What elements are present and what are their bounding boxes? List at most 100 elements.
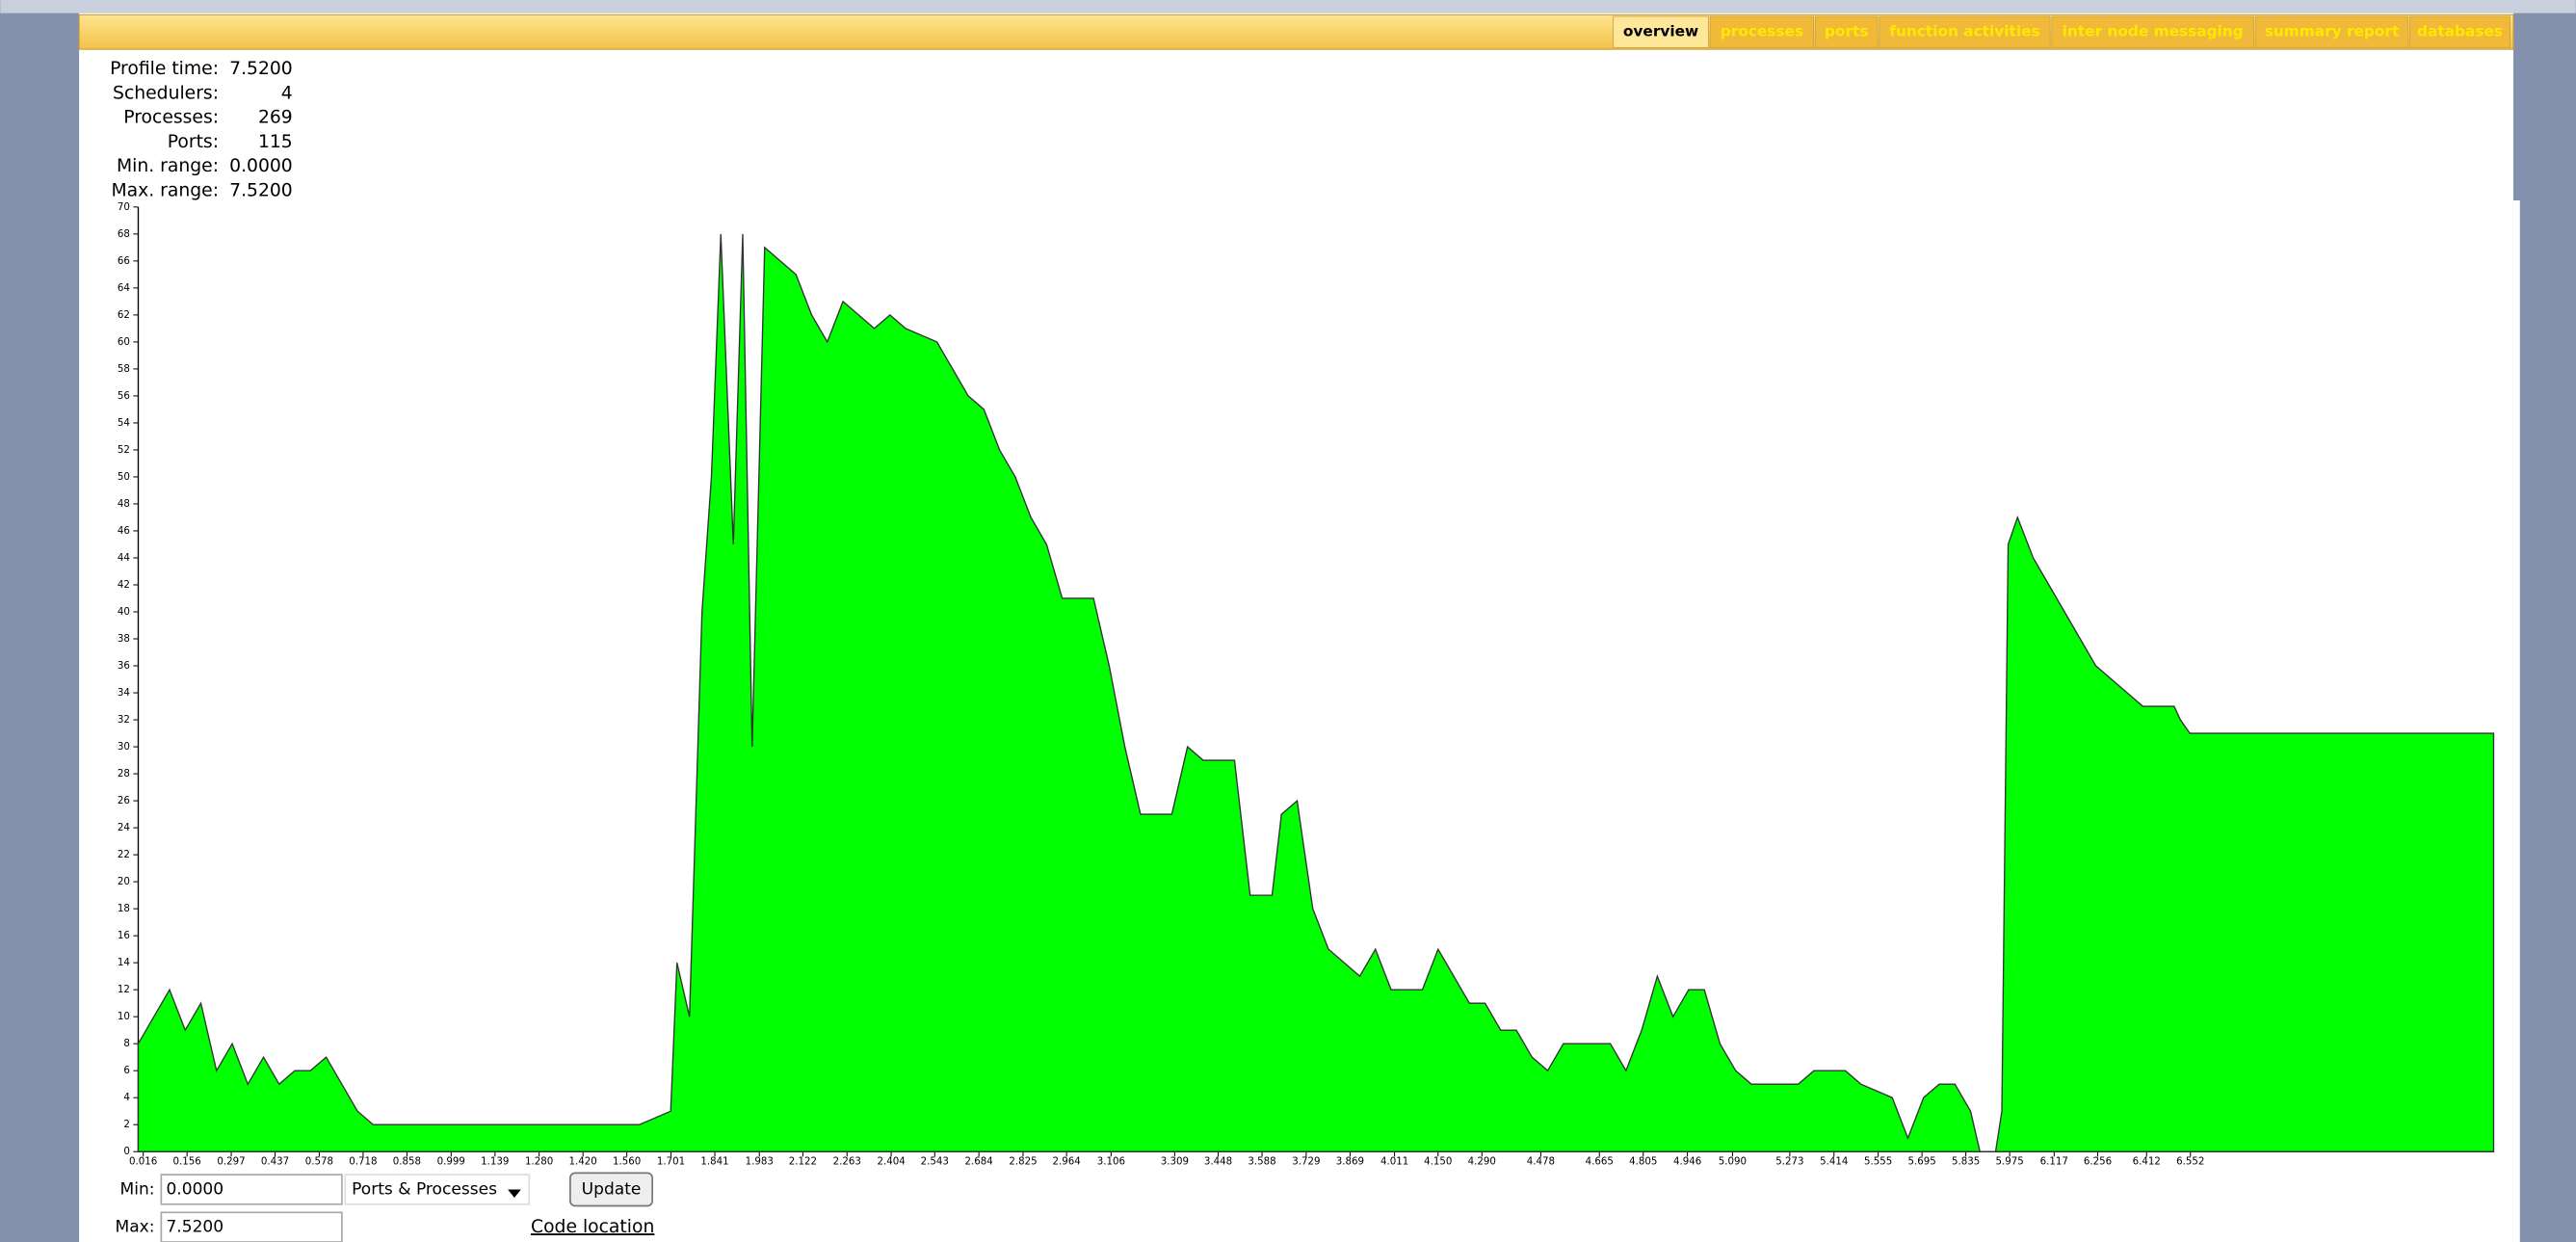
y-tick-label: 28 bbox=[118, 769, 130, 780]
y-tick-label: 62 bbox=[118, 310, 130, 321]
x-tick-label: 4.805 bbox=[1629, 1156, 1657, 1167]
stat-value: 269 bbox=[258, 108, 293, 128]
tab-background[interactable] bbox=[1709, 15, 1815, 48]
x-tick-label: 0.578 bbox=[305, 1156, 333, 1167]
select-box[interactable] bbox=[344, 1174, 531, 1205]
x-tick-label: 4.946 bbox=[1673, 1156, 1701, 1167]
x-tick-label: 6.412 bbox=[2133, 1156, 2161, 1167]
y-tick-label: 36 bbox=[118, 661, 130, 672]
y-tick-label: 0 bbox=[123, 1147, 130, 1157]
x-tick-label: 6.552 bbox=[2176, 1156, 2204, 1167]
code-location-link[interactable]: Code location bbox=[531, 1217, 654, 1237]
x-tick-label: 5.414 bbox=[1820, 1156, 1848, 1167]
y-tick-label: 22 bbox=[118, 850, 130, 860]
x-tick-label: 3.588 bbox=[1248, 1156, 1275, 1167]
x-tick-label: 2.263 bbox=[833, 1156, 861, 1167]
update-button[interactable] bbox=[569, 1172, 654, 1207]
tab[interactable]: ports bbox=[1825, 23, 1869, 40]
x-tick-label: 5.695 bbox=[1907, 1156, 1935, 1167]
y-tick-label: 56 bbox=[118, 391, 130, 402]
y-tick-label: 18 bbox=[118, 904, 130, 914]
max-label: Max: bbox=[116, 1218, 155, 1237]
tab-background[interactable] bbox=[2254, 15, 2409, 48]
stat-value: 115 bbox=[258, 132, 293, 152]
select-arrow[interactable] bbox=[508, 1189, 521, 1198]
x-tick-label: 5.835 bbox=[1952, 1156, 1980, 1167]
y-tick-label: 6 bbox=[123, 1066, 130, 1076]
x-tick-label: 2.825 bbox=[1009, 1156, 1037, 1167]
stat-label: Processes: bbox=[123, 108, 219, 128]
x-tick-label: 6.117 bbox=[2040, 1156, 2068, 1167]
x-tick-label: 2.404 bbox=[877, 1156, 905, 1167]
y-tick-label: 40 bbox=[118, 607, 130, 618]
y-tick-label: 50 bbox=[118, 472, 130, 483]
tab-background[interactable] bbox=[1613, 15, 1709, 48]
stat-label: Schedulers: bbox=[113, 83, 219, 103]
x-tick-label: 0.016 bbox=[129, 1156, 157, 1167]
x-tick-label: 1.841 bbox=[700, 1156, 728, 1167]
x-tick-label: 1.560 bbox=[613, 1156, 641, 1167]
min-input[interactable] bbox=[160, 1174, 343, 1205]
tab[interactable]: processes bbox=[1721, 23, 1803, 40]
max-value[interactable]: 7.5200 bbox=[166, 1218, 223, 1237]
update-button-label[interactable]: Update bbox=[582, 1179, 642, 1199]
stat-value: 4 bbox=[281, 83, 293, 103]
y-tick-label: 68 bbox=[118, 229, 130, 240]
y-tick-label: 20 bbox=[118, 877, 130, 887]
stat-label: Max. range: bbox=[111, 180, 219, 200]
x-tick-label: 3.869 bbox=[1336, 1156, 1364, 1167]
tab-background[interactable] bbox=[1814, 15, 1879, 48]
x-tick-label: 0.999 bbox=[437, 1156, 465, 1167]
y-tick-label: 30 bbox=[118, 742, 130, 753]
x-tick-label: 1.420 bbox=[569, 1156, 597, 1167]
x-tick-label: 1.701 bbox=[657, 1156, 685, 1167]
y-tick-label: 52 bbox=[118, 445, 130, 456]
stat-value: 7.5200 bbox=[229, 59, 293, 79]
x-tick-label: 2.543 bbox=[921, 1156, 949, 1167]
x-tick-label: 4.478 bbox=[1527, 1156, 1555, 1167]
x-tick-label: 3.729 bbox=[1292, 1156, 1320, 1167]
y-tick-label: 24 bbox=[118, 823, 130, 833]
tab[interactable]: databases bbox=[2417, 23, 2503, 40]
stat-label: Ports: bbox=[168, 132, 219, 152]
y-tick-label: 14 bbox=[118, 958, 130, 968]
tab[interactable]: inter node messaging bbox=[2063, 23, 2244, 40]
x-tick-label: 6.256 bbox=[2084, 1156, 2112, 1167]
tab-background[interactable] bbox=[1879, 15, 2051, 48]
tab[interactable]: function activities bbox=[1889, 23, 2039, 40]
tab[interactable]: summary report bbox=[2265, 23, 2400, 40]
x-tick-label: 1.139 bbox=[481, 1156, 509, 1167]
x-tick-label: 0.297 bbox=[217, 1156, 245, 1167]
x-tick-label: 5.090 bbox=[1719, 1156, 1747, 1167]
top-strip bbox=[0, 0, 2576, 13]
tab[interactable]: overview bbox=[1623, 23, 1698, 40]
y-tick-label: 8 bbox=[123, 1039, 130, 1049]
x-tick-label: 1.983 bbox=[746, 1156, 774, 1167]
tab-background[interactable] bbox=[2051, 15, 2254, 48]
y-tick-label: 66 bbox=[118, 256, 130, 267]
max-input[interactable] bbox=[160, 1211, 343, 1242]
x-tick-label: 4.665 bbox=[1586, 1156, 1614, 1167]
stat-label: Min. range: bbox=[117, 156, 219, 176]
y-tick-label: 32 bbox=[118, 715, 130, 726]
min-value[interactable]: 0.0000 bbox=[166, 1179, 223, 1199]
x-tick-label: 0.156 bbox=[173, 1156, 201, 1167]
min-label: Min: bbox=[120, 1179, 155, 1199]
y-tick-label: 64 bbox=[118, 283, 130, 294]
tab-background[interactable] bbox=[2409, 15, 2510, 48]
x-tick-label: 4.011 bbox=[1380, 1156, 1408, 1167]
y-tick-label: 60 bbox=[118, 337, 130, 348]
y-tick-label: 2 bbox=[123, 1120, 130, 1130]
x-tick-label: 4.290 bbox=[1468, 1156, 1496, 1167]
y-tick-label: 54 bbox=[118, 418, 130, 429]
x-tick-label: 5.555 bbox=[1864, 1156, 1892, 1167]
x-tick-label: 3.448 bbox=[1204, 1156, 1232, 1167]
y-tick-label: 70 bbox=[118, 202, 130, 213]
y-tick-label: 34 bbox=[118, 688, 130, 699]
stat-value: 7.5200 bbox=[229, 180, 293, 200]
x-tick-label: 0.858 bbox=[393, 1156, 421, 1167]
select-value[interactable]: Ports & Processes bbox=[352, 1179, 497, 1199]
x-tick-label: 3.309 bbox=[1161, 1156, 1189, 1167]
stat-value: 0.0000 bbox=[229, 156, 293, 176]
